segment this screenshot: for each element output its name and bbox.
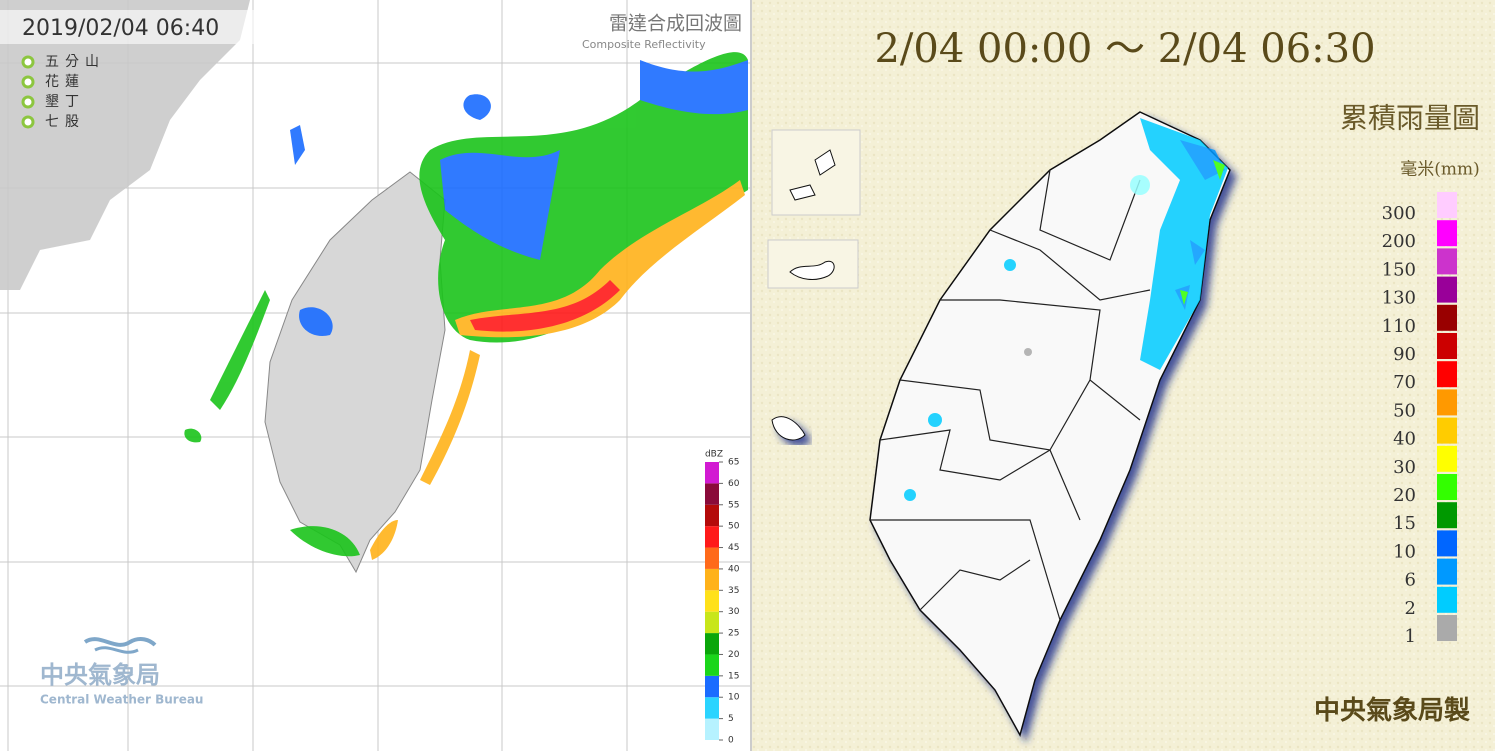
dbz-color-step [705,590,719,612]
dbz-tick-label: 15 [728,671,739,681]
rainfall-level-label: 150 [1382,259,1416,280]
rainfall-swatch [1437,615,1457,641]
rainfall-level-label: 300 [1382,203,1416,224]
dbz-tick-label: 50 [728,522,740,532]
matsu-islands [789,149,836,201]
logo-name: 中央氣象局 [40,661,160,689]
rainfall-areas [904,118,1228,501]
dbz-tick-label: 5 [728,714,734,724]
rainfall-swatch [1437,333,1457,359]
dbz-color-step [705,718,719,740]
rainfall-level-label: 30 [1393,457,1416,478]
cwb-logo: 中央氣象局 Central Weather Bureau [40,636,203,707]
rainfall-credit: 中央氣象局製 [1314,695,1470,726]
station-marker [21,75,35,89]
taiwan-island [869,111,1231,737]
station-name: 墾丁 [45,93,85,110]
dbz-tick-label: 40 [728,564,740,574]
dbz-tick-label: 20 [728,650,740,660]
dbz-color-step [705,547,719,569]
matsu-inset [771,129,861,216]
rainfall-legend: 300 200 150 130 110 90 70 50 40 30 20 15 10 6 2 1 [1382,192,1457,647]
county-borders [870,169,1151,621]
radar-title: 雷達合成回波圖 [609,13,742,35]
station-marker [21,55,35,69]
dbz-color-step [705,526,719,548]
station-marker [21,115,35,129]
rainfall-swatch [1437,276,1457,303]
radar-subtitle: Composite Reflectivity [582,38,706,51]
logo-name-en: Central Weather Bureau [40,693,203,707]
dbz-tick-label: 65 [728,458,739,468]
rainfall-level-label: 2 [1405,598,1416,619]
dbz-color-step [705,697,719,719]
rainfall-period: 2/04 00:00 ～ 2/04 06:30 [874,26,1375,72]
dbz-color-step [705,462,719,484]
rainfall-level-label: 130 [1382,288,1416,309]
dbz-color-step [705,483,719,505]
dbz-tick-label: 25 [728,629,739,639]
dbz-color-step [705,633,719,655]
dbz-legend: dBZ 0 5 10 15 20 25 30 35 40 45 50 55 60 65 [705,450,740,746]
rainfall-level-label: 10 [1393,541,1416,562]
dbz-color-step [705,654,719,676]
radar-panel: 2019/02/04 06:40 雷達合成回波圖 Composite Refle… [0,0,750,751]
rainfall-swatch [1437,304,1457,331]
dbz-tick-label: 0 [728,736,734,746]
station-name: 花蓮 [45,74,85,90]
dbz-color-step [705,675,719,698]
dbz-tick-label: 35 [728,586,739,596]
dbz-tick-label: 10 [728,693,740,703]
rainfall-level-label: 70 [1393,372,1416,393]
rainfall-swatch [1437,445,1457,472]
rainfall-panel: 2/04 00:00 ～ 2/04 06:30 累積雨量圖 毫米(mm) 300… [750,0,1495,751]
rainfall-swatch [1437,220,1457,247]
rainfall-level-label: 200 [1382,231,1416,252]
rainfall-level-label: 1 [1405,626,1416,647]
dbz-tick-label: 30 [728,607,740,617]
rainfall-swatch [1437,530,1457,557]
dbz-color-step [705,504,719,527]
station-marker [21,95,35,109]
dbz-tick-label: 55 [728,500,739,510]
kinmen-inset [767,239,859,289]
rainfall-swatch [1437,558,1457,585]
radar-echoes [184,52,748,560]
taiwan-island [264,171,446,574]
radar-timestamp: 2019/02/04 06:40 [22,16,219,41]
rainfall-level-label: 50 [1393,400,1416,421]
dbz-color-step [705,568,719,591]
rainfall-swatch [1437,389,1457,416]
kinmen-islands [789,260,835,280]
rainfall-level-label: 40 [1393,429,1416,450]
rainfall-swatch [1437,361,1457,388]
rainfall-swatch [1437,474,1457,500]
mainland-coast [0,0,250,290]
timestamp-backdrop [0,10,260,44]
dbz-unit: dBZ [705,450,723,460]
station-name: 七股 [45,114,85,130]
rainfall-unit: 毫米(mm) [1400,160,1480,180]
penghu-islands [771,416,806,441]
rainfall-level-label: 20 [1393,485,1416,506]
rainfall-level-label: 110 [1382,316,1416,337]
rainfall-title: 累積雨量圖 [1340,102,1480,135]
dbz-tick-label: 60 [728,479,740,489]
rainfall-swatch [1437,586,1457,613]
rainfall-swatch [1437,502,1457,529]
rainfall-swatch [1437,417,1457,444]
rainfall-level-label: 90 [1393,344,1416,365]
station-name: 五分山 [45,54,105,70]
dbz-tick-label: 45 [728,543,739,553]
rainfall-level-label: 6 [1405,570,1416,591]
rainfall-swatch [1437,192,1457,218]
dbz-color-step [705,611,719,634]
rainfall-swatch [1437,248,1457,275]
rainfall-level-label: 15 [1393,513,1416,534]
